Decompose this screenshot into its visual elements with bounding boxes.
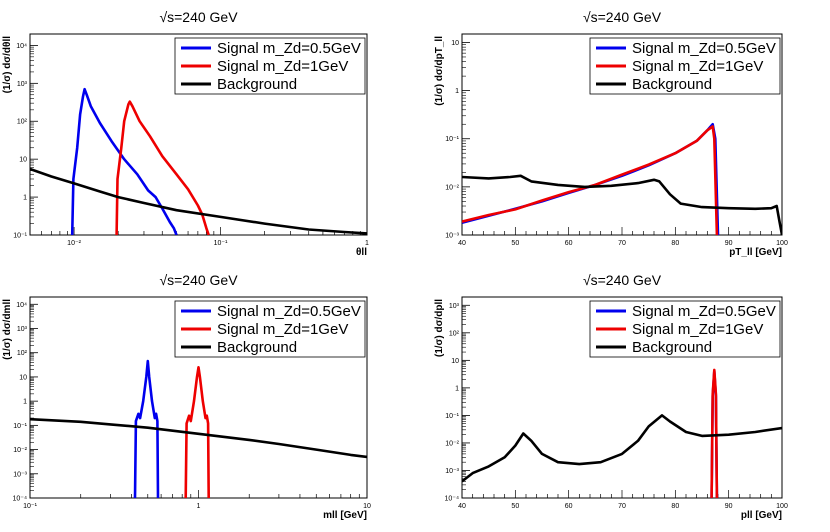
x-tick-label: 10⁻¹ (23, 503, 37, 510)
chart-title: √s=240 GeV (159, 272, 238, 288)
series-line-background (462, 174, 782, 235)
series-line-signal-1 (184, 366, 210, 498)
y-tick-label: 10⁻² (445, 184, 459, 191)
x-tick-label: 1 (365, 240, 369, 247)
x-tick-label: 40 (458, 240, 466, 247)
x-tick-label: 80 (671, 503, 679, 510)
y-tick-label: 10⁻¹ (445, 413, 459, 420)
y-tick-label: 10⁻⁴ (445, 496, 460, 503)
x-tick-label: 70 (618, 503, 626, 510)
y-tick-label: 1 (23, 195, 27, 202)
chart-title: √s=240 GeV (583, 9, 662, 25)
y-tick-label: 10² (17, 119, 28, 126)
y-axis-label: (1/σ) dσ/dmll (2, 299, 13, 360)
legend-entry: Background (632, 76, 712, 93)
legend-entry: Signal m_Zd=1GeV (632, 321, 763, 338)
legend-entry: Background (217, 339, 297, 356)
y-tick-label: 1 (455, 88, 459, 95)
x-tick-label: 10 (363, 503, 371, 510)
x-axis-label: pll [GeV] (741, 510, 782, 521)
x-tick-label: 60 (565, 240, 573, 247)
x-axis-label: pT_ll [GeV] (729, 247, 782, 258)
y-tick-label: 1 (23, 399, 27, 406)
y-tick-label: 10⁴ (16, 43, 27, 50)
y-tick-label: 10³ (17, 81, 28, 88)
panel-4: √s=240 GeV 10⁻⁴ 10⁻³ 10⁻² 10⁻¹ 1 10 10² 10³ 40 50 6… (434, 272, 788, 521)
series-line-signal-0p5 (70, 87, 178, 235)
chart-title: √s=240 GeV (159, 9, 238, 25)
x-tick-label: 90 (725, 240, 733, 247)
y-tick-label: 10⁻¹ (13, 233, 27, 240)
y-tick-label: 10 (451, 40, 459, 47)
y-tick-label: 10² (17, 350, 28, 357)
x-tick-label: 80 (671, 240, 679, 247)
x-tick-label: 50 (511, 240, 519, 247)
series-line-background (30, 417, 367, 459)
legend-entry: Background (632, 339, 712, 356)
y-tick-label: 10⁻⁴ (13, 496, 28, 503)
y-tick-label: 10² (449, 330, 460, 337)
y-tick-label: 10³ (449, 303, 460, 310)
x-tick-label: 100 (776, 240, 788, 247)
x-axis-label: θll (356, 247, 367, 258)
y-axis-label: (1/σ) dσ/dθll (2, 36, 13, 94)
legend-entry: Signal m_Zd=0.5GeV (217, 40, 361, 57)
y-tick-label: 10³ (17, 326, 28, 333)
series-line-signal-1 (115, 100, 210, 235)
plot-frame (29, 33, 368, 236)
legend-entry: Signal m_Zd=1GeV (632, 58, 763, 75)
y-tick-label: 10⁻² (445, 440, 459, 447)
x-tick-label: 50 (511, 503, 519, 510)
series-line-signal-0p5 (133, 359, 160, 498)
x-tick-label: 10⁻¹ (214, 240, 228, 247)
y-tick-label: 10⁻¹ (445, 136, 459, 143)
x-tick-label: 100 (776, 503, 788, 510)
y-tick-label: 10 (451, 358, 459, 365)
legend-entry: Background (217, 76, 297, 93)
x-tick-label: 1 (197, 503, 201, 510)
x-tick-label: 40 (458, 503, 466, 510)
y-tick-label: 10⁻² (13, 447, 27, 454)
x-tick-label: 70 (618, 240, 626, 247)
x-tick-label: 60 (565, 503, 573, 510)
y-tick-label: 10 (19, 374, 27, 381)
y-tick-label: 1 (455, 385, 459, 392)
legend-entry: Signal m_Zd=0.5GeV (632, 303, 776, 320)
y-tick-label: 10 (19, 157, 27, 164)
x-tick-label: 90 (725, 503, 733, 510)
legend-entry: Signal m_Zd=1GeV (217, 321, 348, 338)
y-axis-label: (1/σ) dσ/dpll (434, 299, 445, 357)
x-tick-label: 10⁻² (67, 240, 81, 247)
series-line-background (462, 414, 782, 483)
y-tick-label: 10⁻¹ (13, 423, 27, 430)
series-line-signal-0p5 (462, 122, 720, 235)
legend-entry: Signal m_Zd=0.5GeV (632, 40, 776, 57)
y-tick-label: 10⁻³ (445, 233, 459, 240)
x-axis-label: mll [GeV] (323, 510, 367, 521)
y-axis-label: (1/σ) dσ/dpT_ll (434, 36, 445, 106)
legend-entry: Signal m_Zd=0.5GeV (217, 303, 361, 320)
y-tick-label: 10⁻³ (13, 471, 27, 478)
panel-2: √s=240 GeV 10⁻³ 10⁻² 10⁻¹ 1 10 40 50 60 70 80 90 100… (434, 9, 788, 258)
series-line-background (30, 167, 367, 235)
series-line-signal-1 (462, 125, 719, 235)
legend-entry: Signal m_Zd=1GeV (217, 58, 348, 75)
series-line-signal-1 (710, 368, 719, 498)
y-tick-label: 10⁴ (16, 302, 27, 309)
y-tick-label: 10⁻³ (445, 468, 459, 475)
panel-3: √s=240 GeV 10⁻⁴ 10⁻³ 10⁻² 10⁻¹ 1 10 10² 10³ 10⁴ 10… (2, 272, 371, 521)
chart-title: √s=240 GeV (583, 272, 662, 288)
